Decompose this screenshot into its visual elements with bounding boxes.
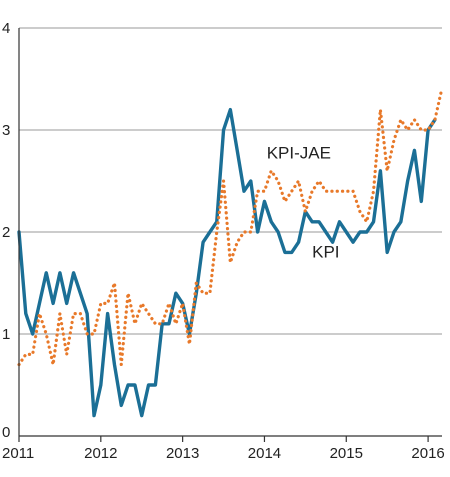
x-tick-label-2016: 2016 xyxy=(411,445,444,462)
y-tick-label-0: 0 xyxy=(2,424,10,441)
labels: 0 1 2 3 4 2011 2012 2013 2014 2015 2016 KPI KPI-JAE xyxy=(2,20,445,462)
y-tick-label-4: 4 xyxy=(2,20,10,37)
y-tick-label-2: 2 xyxy=(2,224,10,241)
series-label-kpi-jae: KPI-JAE xyxy=(267,144,331,163)
x-tick-label-2015: 2015 xyxy=(330,445,363,462)
series-label-kpi: KPI xyxy=(312,243,339,262)
axes xyxy=(18,28,442,442)
gridlines xyxy=(19,27,442,335)
series-line-kpi-jae xyxy=(17,87,444,367)
y-tick-label-1: 1 xyxy=(2,326,10,343)
x-tick-label-2012: 2012 xyxy=(84,445,117,462)
series-line-kpi xyxy=(17,107,437,418)
x-tick-label-2013: 2013 xyxy=(166,445,199,462)
series-lines xyxy=(17,87,444,418)
x-tick-label-2014: 2014 xyxy=(248,445,281,462)
y-tick-label-3: 3 xyxy=(2,122,10,139)
x-tick-label-2011: 2011 xyxy=(2,445,34,462)
